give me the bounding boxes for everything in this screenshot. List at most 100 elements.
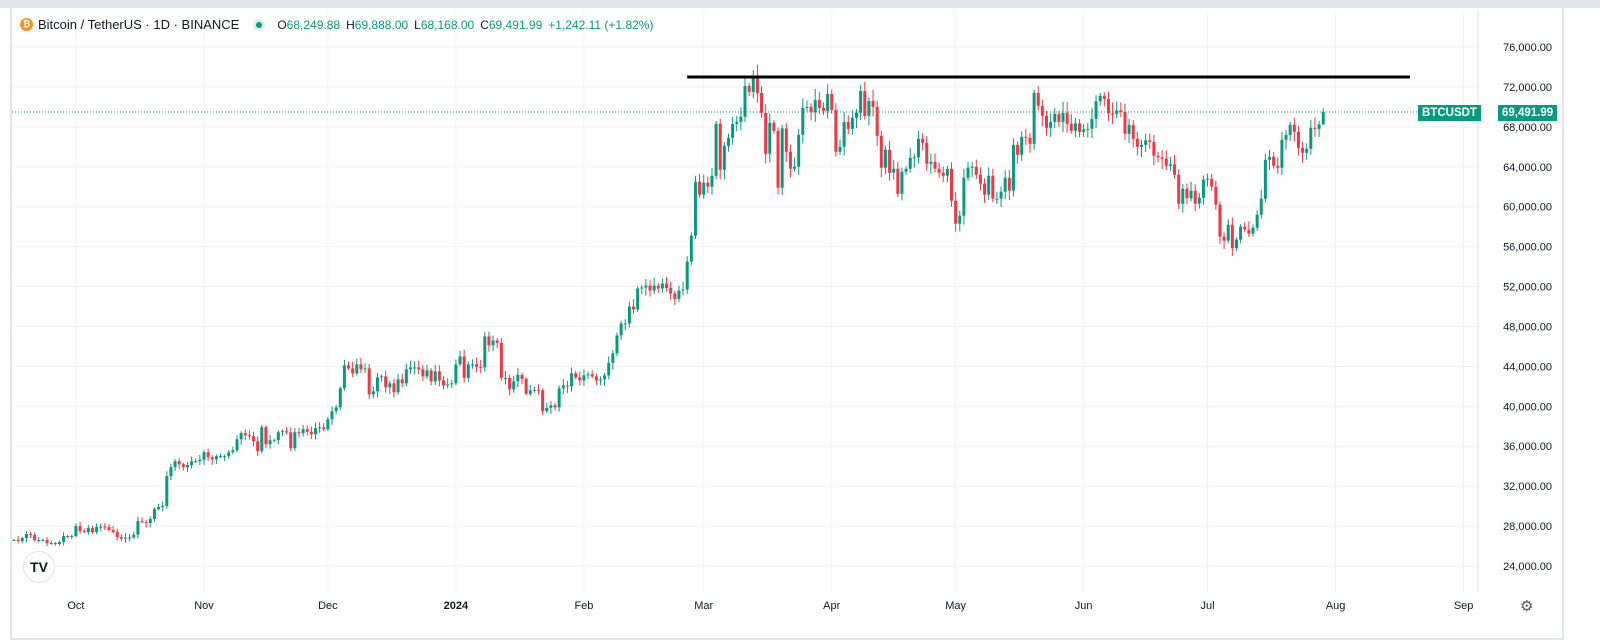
candle-body bbox=[1156, 155, 1160, 158]
candle-body bbox=[912, 157, 916, 159]
candle-body bbox=[632, 306, 635, 310]
candle-body bbox=[429, 370, 433, 382]
candle-body bbox=[1090, 118, 1094, 129]
candle-body bbox=[962, 177, 966, 216]
candle-body bbox=[1078, 123, 1082, 132]
candle-body bbox=[487, 336, 491, 346]
candle-body bbox=[375, 377, 379, 392]
candle-body bbox=[623, 323, 627, 325]
candle-body bbox=[1106, 98, 1110, 114]
candle-body bbox=[788, 151, 792, 169]
candle-body bbox=[863, 90, 867, 116]
candle-body bbox=[995, 198, 999, 200]
candle-body bbox=[1045, 115, 1048, 128]
last-price-tag: 69,491.99 bbox=[1498, 105, 1558, 121]
candle-body bbox=[1148, 140, 1152, 142]
candle-body bbox=[20, 538, 24, 542]
candle-body bbox=[1181, 188, 1185, 204]
candle-body bbox=[1210, 178, 1214, 187]
candle-body bbox=[276, 432, 280, 441]
x-tick-label: Nov bbox=[194, 600, 214, 612]
candle-body bbox=[999, 191, 1003, 199]
candle-body bbox=[99, 526, 103, 528]
candle-body bbox=[16, 540, 20, 542]
candle-body bbox=[33, 535, 37, 541]
candle-body bbox=[503, 377, 507, 379]
candle-body bbox=[297, 432, 301, 434]
candle-body bbox=[165, 476, 169, 507]
candle-body bbox=[594, 376, 598, 381]
y-tick-label: 36,000.00 bbox=[1503, 441, 1552, 453]
candle-body bbox=[1288, 124, 1292, 135]
candle-body bbox=[896, 168, 900, 194]
candle-body bbox=[433, 371, 437, 382]
candle-body bbox=[1251, 227, 1255, 234]
candle-body bbox=[1123, 111, 1127, 134]
candle-body bbox=[462, 356, 466, 378]
candle-body bbox=[718, 123, 722, 170]
y-tick-label: 76,000.00 bbox=[1503, 42, 1552, 54]
candle-body bbox=[978, 174, 982, 184]
candle-body bbox=[615, 335, 619, 354]
candle-body bbox=[1065, 112, 1069, 124]
candle-body bbox=[243, 433, 247, 436]
x-tick-label: Jul bbox=[1201, 600, 1215, 612]
candle-body bbox=[1032, 92, 1036, 144]
candle-body bbox=[450, 383, 454, 385]
candle-body bbox=[239, 433, 243, 440]
candle-body bbox=[553, 405, 557, 408]
candle-body bbox=[1226, 224, 1230, 241]
candle-body bbox=[355, 364, 359, 374]
candle-body bbox=[128, 537, 132, 539]
candle-body bbox=[413, 367, 417, 369]
candle-body bbox=[29, 534, 33, 536]
candle-body bbox=[82, 531, 86, 533]
candle-body bbox=[338, 388, 342, 408]
y-tick-label: 28,000.00 bbox=[1503, 521, 1552, 533]
candle-body bbox=[1301, 147, 1305, 153]
candle-body bbox=[731, 123, 735, 138]
candle-body bbox=[776, 130, 780, 188]
candle-body bbox=[842, 121, 846, 147]
candle-body bbox=[1259, 198, 1263, 215]
candle-body bbox=[400, 379, 404, 384]
candle-body bbox=[177, 461, 181, 465]
candle-body bbox=[181, 464, 185, 468]
candle-body bbox=[256, 441, 260, 452]
candle-body bbox=[1284, 134, 1288, 140]
settings-gear-icon[interactable]: ⚙ bbox=[1520, 598, 1534, 615]
candle-body bbox=[1177, 174, 1181, 204]
candle-body bbox=[214, 456, 218, 460]
candle-body bbox=[598, 379, 602, 381]
candle-body bbox=[693, 181, 697, 236]
candle-body bbox=[739, 116, 743, 122]
candle-body bbox=[1197, 197, 1201, 204]
candle-body bbox=[322, 427, 326, 430]
candle-body bbox=[1193, 190, 1197, 204]
candle-body bbox=[1144, 140, 1148, 145]
candle-body bbox=[904, 168, 908, 172]
candle-body bbox=[1160, 157, 1164, 159]
candle-body bbox=[1040, 105, 1044, 116]
candle-body bbox=[367, 368, 371, 395]
candle-body bbox=[867, 100, 871, 116]
ohlc-high: H69,888.00 bbox=[346, 17, 409, 32]
ohlc-close: C69,491.99 bbox=[480, 17, 543, 32]
candle-body bbox=[859, 90, 863, 113]
market-status-icon[interactable] bbox=[253, 18, 266, 31]
candle-body bbox=[665, 283, 669, 289]
candle-body bbox=[1230, 224, 1234, 249]
candle-body bbox=[648, 285, 652, 291]
candle-body bbox=[1007, 177, 1011, 191]
x-tick-label: Aug bbox=[1326, 600, 1346, 612]
symbol-price-tag: BTCUSDT bbox=[1418, 105, 1481, 121]
candle-body bbox=[764, 112, 768, 154]
candle-body bbox=[1313, 127, 1317, 129]
candle-body bbox=[875, 106, 879, 136]
candle-body bbox=[512, 381, 516, 390]
symbol-title[interactable]: Bitcoin / TetherUS · 1D · BINANCE bbox=[38, 17, 240, 32]
tradingview-logo[interactable]: TV bbox=[23, 551, 55, 583]
candle-body bbox=[747, 85, 751, 92]
candle-body bbox=[937, 168, 941, 173]
